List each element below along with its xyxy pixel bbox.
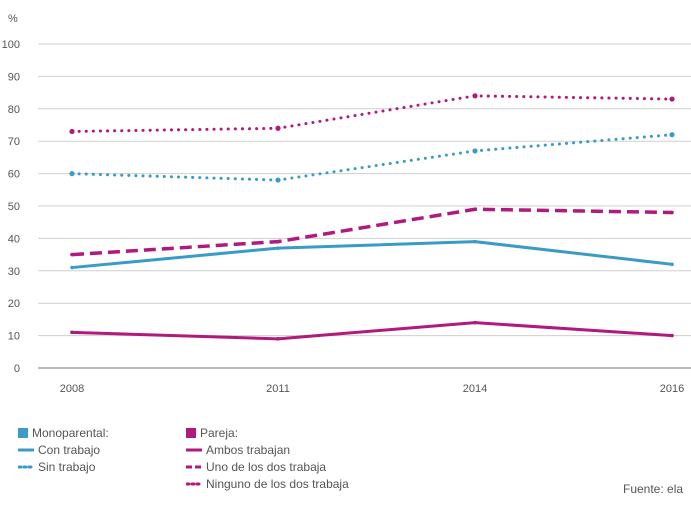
y-axis-label: % — [8, 13, 18, 25]
legend-swatch-pareja — [186, 427, 196, 438]
series-line-ambos-trabajan — [71, 321, 673, 341]
legend-group-pareja: Pareja: Ambos trabajan Uno de los dos tr… — [186, 424, 349, 492]
y-tick-60: 60 — [8, 169, 20, 181]
point-sin-trabajo-2011 — [275, 177, 281, 183]
point-ninguno-de-los-dos-trabaja-2016 — [669, 96, 675, 102]
y-tick-90: 90 — [8, 71, 20, 83]
series-line-ninguno-de-los-dos-trabaja — [70, 94, 674, 133]
legend-label-uno: Uno de los dos trabaja — [206, 459, 327, 474]
point-sin-trabajo-2016 — [669, 132, 675, 138]
series-line-sin-trabajo — [70, 133, 674, 182]
point-sin-trabajo-2008 — [69, 171, 75, 177]
point-ninguno-de-los-dos-trabaja-2011 — [275, 125, 281, 131]
point-uno-de-los-dos-trabaja-2016 — [670, 210, 674, 215]
legend-line-ambos — [186, 448, 202, 452]
point-uno-de-los-dos-trabaja-2014 — [473, 207, 477, 212]
x-tick-2011: 2011 — [266, 383, 290, 395]
point-con-trabajo-2016 — [670, 262, 674, 267]
point-sin-trabajo-2014 — [472, 148, 478, 154]
legend-swatch-monoparental — [18, 427, 28, 438]
x-tick-2016: 2016 — [660, 383, 684, 395]
x-axis-ticks: 2008 2011 2014 2016 — [60, 383, 684, 395]
legend-line-sin-trabajo — [18, 465, 34, 469]
legend: Monoparental: Con trabajo Sin trabajo Pa… — [18, 424, 691, 522]
point-uno-de-los-dos-trabaja-2008 — [70, 252, 74, 257]
legend-group-monoparental: Monoparental: Con trabajo Sin trabajo — [18, 424, 109, 475]
legend-line-ninguno — [186, 482, 202, 486]
line-chart: 0 10 20 30 40 50 60 70 80 90 100 % 2008 2011 2014 201… — [2, 13, 691, 395]
data-points — [69, 93, 675, 341]
y-tick-50: 50 — [8, 201, 20, 213]
y-tick-20: 20 — [8, 298, 20, 310]
source-note: Fuente: ela — [623, 482, 684, 496]
legend-label-sin-trabajo: Sin trabajo — [38, 459, 96, 474]
point-ninguno-de-los-dos-trabaja-2008 — [69, 128, 75, 135]
y-tick-0: 0 — [14, 363, 20, 375]
legend-title-pareja: Pareja: — [200, 425, 239, 440]
legend-line-uno — [186, 465, 202, 469]
point-ambos-trabajan-2011 — [276, 337, 280, 341]
legend-label-ninguno: Ninguno de los dos trabaja — [206, 476, 349, 491]
point-ambos-trabajan-2016 — [670, 333, 674, 338]
y-tick-30: 30 — [8, 266, 20, 278]
x-tick-2008: 2008 — [60, 383, 84, 395]
point-ambos-trabajan-2014 — [473, 320, 477, 325]
y-tick-80: 80 — [8, 104, 20, 116]
y-tick-40: 40 — [8, 233, 20, 245]
series-line-con-trabajo — [71, 240, 673, 270]
x-tick-2014: 2014 — [463, 383, 487, 395]
series-line-uno-de-los-dos-trabaja — [71, 207, 673, 257]
series-lines — [70, 94, 674, 341]
point-uno-de-los-dos-trabaja-2011 — [276, 239, 280, 244]
legend-label-con-trabajo: Con trabajo — [38, 442, 101, 457]
y-tick-70: 70 — [8, 136, 20, 148]
point-con-trabajo-2011 — [276, 246, 280, 250]
y-tick-100: 100 — [2, 39, 20, 51]
y-axis-ticks: 0 10 20 30 40 50 60 70 80 90 100 — [2, 39, 20, 375]
point-con-trabajo-2008 — [70, 265, 74, 270]
legend-line-con-trabajo — [18, 448, 34, 452]
y-tick-10: 10 — [8, 331, 20, 343]
point-ambos-trabajan-2008 — [70, 330, 74, 335]
grid-lines — [38, 43, 691, 369]
legend-label-ambos: Ambos trabajan — [206, 442, 291, 457]
point-ninguno-de-los-dos-trabaja-2014 — [472, 93, 478, 99]
legend-title-monoparental: Monoparental: — [32, 425, 109, 440]
point-con-trabajo-2014 — [473, 239, 477, 244]
